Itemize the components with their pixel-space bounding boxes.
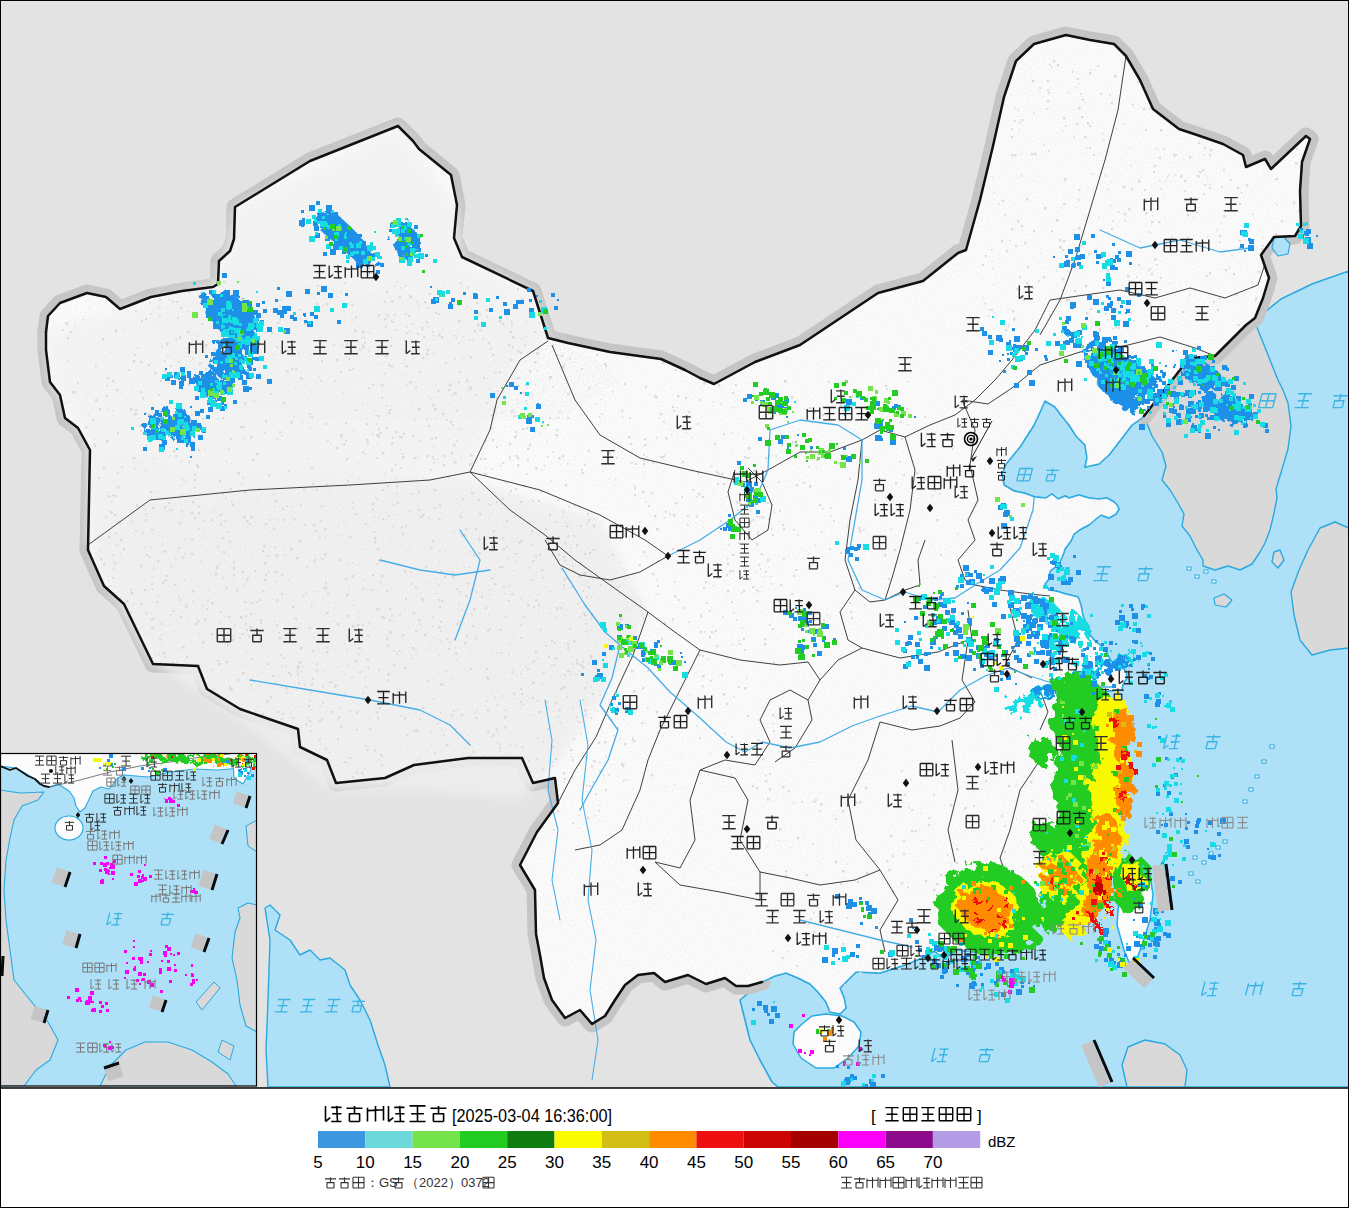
svg-text:55: 55 — [782, 1153, 801, 1172]
svg-text:40: 40 — [640, 1153, 659, 1172]
svg-text:[: [ — [871, 1107, 876, 1126]
svg-text:（2022）0372: （2022）0372 — [406, 1175, 490, 1190]
svg-text:]: ] — [977, 1107, 982, 1126]
svg-text:5: 5 — [313, 1153, 322, 1172]
svg-text:25: 25 — [498, 1153, 517, 1172]
svg-text:50: 50 — [734, 1153, 753, 1172]
svg-text:：GS: ：GS — [366, 1175, 398, 1190]
svg-text:[2025-03-04 16:36:00]: [2025-03-04 16:36:00] — [452, 1105, 612, 1126]
svg-text:70: 70 — [923, 1153, 942, 1172]
svg-text:30: 30 — [545, 1153, 564, 1172]
svg-text:65: 65 — [876, 1153, 895, 1172]
svg-text:45: 45 — [687, 1153, 706, 1172]
svg-text:15: 15 — [403, 1153, 422, 1172]
svg-text:dBZ: dBZ — [988, 1133, 1016, 1150]
svg-text:60: 60 — [829, 1153, 848, 1172]
svg-text:35: 35 — [592, 1153, 611, 1172]
svg-text:10: 10 — [356, 1153, 375, 1172]
svg-text:20: 20 — [450, 1153, 469, 1172]
